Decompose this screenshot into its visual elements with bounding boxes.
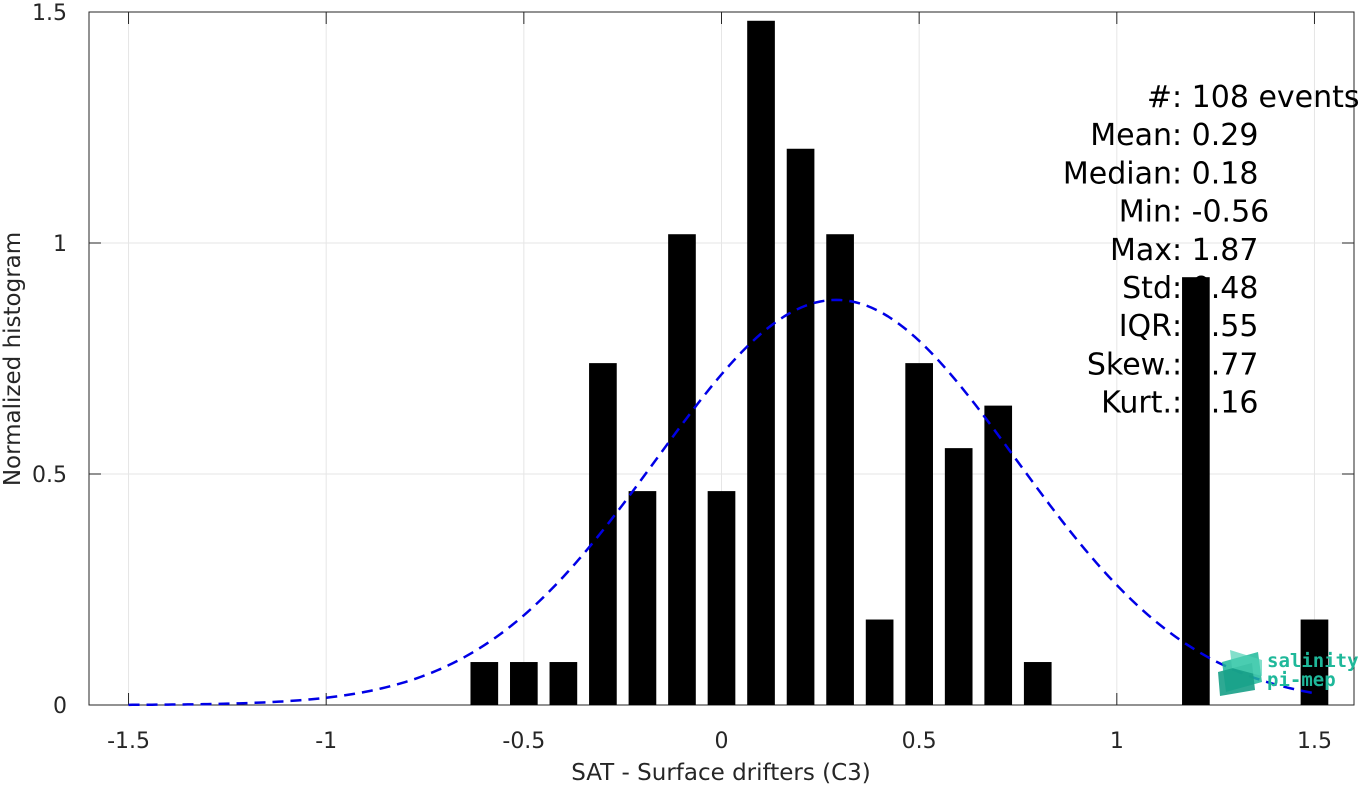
x-tick-label-4: 0.5 <box>902 729 937 754</box>
histogram-bar-1 <box>510 662 538 705</box>
histogram-bar-7 <box>747 20 775 705</box>
x-tick-label-5: 1 <box>1110 729 1124 754</box>
histogram-bar-13 <box>984 405 1013 705</box>
x-tick-label-6: 1.5 <box>1297 729 1332 754</box>
stat-label-2: Median <box>1063 156 1172 191</box>
stat-value-5: : 0.48 <box>1172 271 1258 306</box>
x-tick-label-3: 0 <box>715 729 729 754</box>
y-axis-label: Normalized histogram <box>0 232 26 486</box>
stat-label-3: Min <box>1119 195 1172 230</box>
x-tick-labels: -1.5 -1 -0.5 0 0.5 1 1.5 <box>107 729 1332 754</box>
stat-value-8: : 3.16 <box>1172 386 1258 421</box>
stat-value-4: : 1.87 <box>1172 233 1258 268</box>
stat-label-6: IQR <box>1119 309 1172 344</box>
histogram-bar-9 <box>826 234 854 706</box>
stat-value-3: : -0.56 <box>1172 195 1269 230</box>
logo-line2: pi-mep <box>1267 669 1336 691</box>
x-tick-label-2: -0.5 <box>502 729 545 754</box>
stat-value-1: : 0.29 <box>1172 118 1258 153</box>
x-tick-label-0: -1.5 <box>107 729 150 754</box>
histogram-bar-12 <box>944 448 973 705</box>
histogram-bar-10 <box>865 619 894 705</box>
histogram-bar-4 <box>628 491 657 705</box>
histogram-bar-14 <box>1023 662 1052 705</box>
stat-value-0: : 108 events <box>1172 80 1360 115</box>
stat-value-6: : 0.55 <box>1172 309 1258 344</box>
stat-label-4: Max <box>1110 233 1172 268</box>
stat-value-7: : 0.77 <box>1172 347 1258 382</box>
histogram-bar-2 <box>549 662 578 705</box>
gaussian-fit-curve <box>128 298 1315 707</box>
histogram-bar-0 <box>470 662 499 705</box>
histogram-bar-15 <box>1182 277 1210 705</box>
salinity-pimep-logo: salinity pi-mep <box>1218 650 1359 696</box>
x-tick-label-1: -1 <box>315 729 337 754</box>
histogram-bars <box>470 20 1329 706</box>
x-axis-label: SAT - Surface drifters (C3) <box>571 760 871 785</box>
histogram-bar-11 <box>905 363 933 705</box>
y-tick-labels: 0 0.5 1 1.5 <box>32 1 67 719</box>
histogram-bar-6 <box>707 491 736 705</box>
y-tick-label-3: 1.5 <box>32 1 67 26</box>
histogram-bar-8 <box>786 148 815 705</box>
logo-line1: salinity <box>1267 650 1359 672</box>
y-tick-label-1: 0.5 <box>32 463 67 488</box>
stat-label-1: Mean <box>1090 118 1172 153</box>
stat-label-8: Kurt. <box>1101 386 1172 421</box>
stat-value-2: : 0.18 <box>1172 156 1258 191</box>
histogram-bar-5 <box>668 234 696 706</box>
stat-label-7: Skew. <box>1087 347 1172 382</box>
stat-label-0: # <box>1147 80 1172 115</box>
histogram-bar-3 <box>589 363 617 705</box>
y-tick-label-0: 0 <box>53 694 67 719</box>
logo-waves-icon <box>1218 650 1262 696</box>
stat-label-5: Std <box>1122 271 1172 306</box>
y-tick-label-2: 1 <box>53 232 67 257</box>
